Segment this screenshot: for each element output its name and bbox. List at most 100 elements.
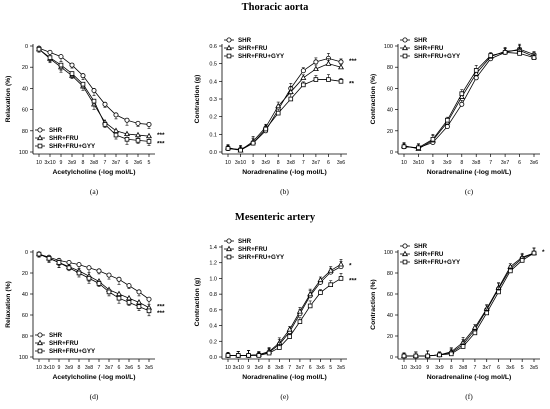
series-line (403, 51, 535, 149)
data-point (113, 127, 119, 133)
x-tick-label: 3x8 (90, 160, 98, 166)
y-tick-label: 60 (387, 86, 393, 92)
legend-label: SHR+FRU (414, 251, 444, 258)
data-point (275, 110, 281, 116)
x-tick-label: 3x8 (287, 160, 295, 166)
x-tick-label: 10 (225, 160, 231, 166)
section-title-thoracic-aorta: Thoracic aorta (241, 2, 309, 13)
y-tick-label: 40 (22, 86, 28, 92)
x-axis-label: Noradrenaline (-log mol/L) (242, 374, 327, 381)
data-point (116, 276, 122, 282)
data-point (135, 120, 141, 126)
legend-marker (402, 53, 408, 59)
y-tick-label: 0.6 (209, 44, 217, 50)
series-shr (36, 251, 152, 305)
y-axis-label: Relaxation (%) (5, 76, 12, 123)
series-line (404, 252, 535, 357)
significance-marker: ** (349, 80, 355, 87)
x-tick-label: 3x6 (530, 160, 538, 166)
data-point (56, 260, 62, 265)
data-point (459, 101, 465, 107)
y-tick-label: 80 (387, 271, 393, 277)
data-point (508, 268, 513, 274)
data-point (225, 146, 231, 151)
data-point (338, 260, 344, 267)
data-point (116, 295, 122, 301)
data-point (338, 59, 344, 65)
legend-marker (226, 254, 232, 260)
panel-label: (e) (280, 392, 289, 401)
data-point (80, 73, 86, 79)
data-point (471, 324, 478, 330)
y-tick-label: 100 (384, 44, 393, 50)
series-shr-fru-gyy (225, 273, 344, 358)
data-point (519, 258, 525, 263)
data-point (46, 256, 52, 261)
y-tick-label: 20 (22, 271, 28, 277)
data-point (312, 65, 319, 72)
x-tick-label: 3x6 (125, 365, 133, 371)
data-point (238, 147, 243, 153)
x-tick-label: 3x6 (316, 365, 324, 371)
series-shr (36, 45, 152, 129)
x-tick-label: 6 (497, 365, 500, 371)
x-tick-label: 8 (268, 365, 271, 371)
data-point (126, 294, 132, 301)
x-axis-label: Noradrenaline (-log mol/L) (427, 374, 512, 381)
legend-marker (37, 127, 43, 133)
x-tick-label: 7 (489, 160, 492, 166)
series-line (403, 49, 535, 150)
data-point (146, 139, 152, 144)
x-tick-label: 3x9 (68, 160, 76, 166)
x-tick-label: 8 (82, 160, 85, 166)
x-tick-label: 6 (126, 160, 129, 166)
data-point (430, 136, 436, 142)
x-tick-label: 5 (329, 365, 332, 371)
series-shr-fru-gyy (36, 46, 152, 146)
y-tick-label: 1.4 (209, 245, 217, 251)
data-point (146, 296, 152, 302)
data-point (338, 79, 344, 84)
x-tick-label: 6 (327, 160, 330, 166)
data-point (275, 102, 282, 109)
data-point (297, 319, 303, 324)
y-tick-label: 0.0 (209, 150, 217, 156)
legend-label: SHR (49, 332, 63, 339)
legend-label: SHR+FRU+GYY (49, 143, 96, 150)
data-point (287, 334, 292, 339)
data-point (69, 62, 75, 68)
data-point (135, 138, 141, 143)
x-axis-label: Noradrenaline (-log mol/L) (427, 169, 512, 176)
data-point (425, 353, 430, 359)
series-shr-fru-gyy (401, 247, 537, 359)
y-tick-label: 0.2 (209, 339, 217, 345)
data-point (136, 304, 142, 309)
x-tick-label: 10 (36, 365, 42, 371)
data-point (517, 51, 522, 56)
data-point (317, 276, 324, 283)
x-tick-label: 3x10 (43, 365, 54, 371)
x-tick-label: 8 (460, 160, 463, 166)
y-tick-label: 40 (387, 108, 393, 114)
legend-label: SHR (49, 127, 63, 134)
data-point (437, 352, 442, 358)
x-tick-label: 3x8 (459, 365, 467, 371)
y-axis-label: Contraction (%) (370, 279, 377, 330)
series-shr-fru-gyy (36, 251, 152, 317)
y-tick-label: 0 (390, 355, 393, 361)
x-tick-label: 6 (309, 365, 312, 371)
x-tick-label: 9 (431, 160, 434, 166)
data-point (80, 81, 86, 87)
x-tick-label: 3x7 (312, 160, 320, 166)
data-point (484, 310, 490, 316)
series-line (403, 48, 535, 149)
significance-marker: *** (349, 58, 357, 65)
y-tick-label: 0 (390, 150, 393, 156)
chart-panel-3: 0 20 40 60 80 100 10 3x10 9 3x9 8 3x8 7 3x7 6 3x6 Noradr… (370, 37, 540, 196)
panel-label: (a) (90, 187, 99, 196)
significance-marker: *** (349, 277, 357, 284)
chart-panel-6: 0 20 40 60 80 100 10 3x10 9 3x9 8 3x8 7 3x7 6 3x6 5 3x5 No… (370, 243, 545, 401)
data-point (313, 59, 319, 65)
x-tick-label: 3x5 (145, 365, 153, 371)
legend-label: SHR+FRU (49, 135, 79, 142)
